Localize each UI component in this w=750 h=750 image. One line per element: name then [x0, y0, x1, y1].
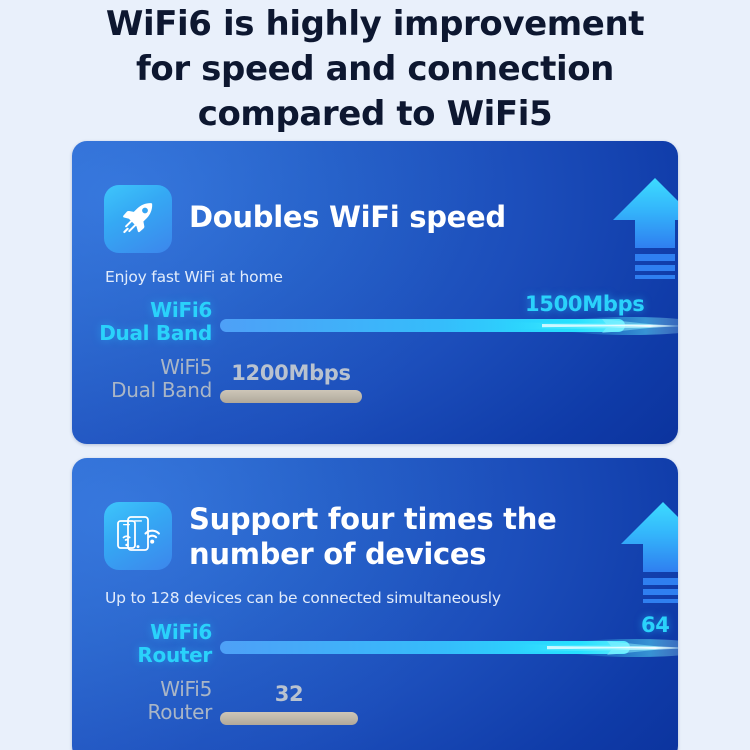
bar-label-wifi6-line1: WiFi6: [150, 298, 212, 322]
headline-line-3: compared to WiFi5: [197, 94, 553, 134]
arrow-value-speed: 1500Mbps: [525, 292, 645, 316]
rocket-icon: [123, 203, 153, 234]
headline-line-1: WiFi6 is highly improvement: [105, 4, 645, 44]
arrow-value-devices: 64: [641, 613, 670, 637]
bar-label-wifi5-line1: WiFi5: [160, 677, 212, 701]
bar-label-wifi5-line1: WiFi5: [160, 355, 212, 379]
devices-wifi-icon: [117, 516, 160, 551]
bar-wifi6-speed: [220, 319, 625, 332]
feature-card-speed[interactable]: Doubles WiFi speed Enjoy fast WiFi at ho…: [72, 141, 678, 444]
bar-value-wifi5-devices: 32: [274, 682, 304, 706]
bar-label-wifi5-devices: WiFi5 Router: [80, 677, 213, 724]
card-title-devices: Support four times the number of devices: [189, 502, 557, 571]
card-title-speed: Doubles WiFi speed: [189, 200, 506, 234]
feature-card-list: Doubles WiFi speed Enjoy fast WiFi at ho…: [72, 141, 678, 750]
bar-label-wifi5-speed: WiFi5 Dual Band: [80, 356, 212, 402]
devices-wifi-icon-tile: [104, 502, 172, 570]
bar-label-wifi6-devices: WiFi6 Router: [80, 621, 212, 667]
up-arrow-graphic-devices: [617, 500, 678, 606]
card-subtitle-devices: Up to 128 devices can be connected simul…: [105, 589, 501, 607]
up-arrow-graphic-speed: [609, 176, 678, 282]
headline-line-2: for speed and connection: [136, 49, 614, 89]
bar-label-wifi6-line1: WiFi6: [150, 620, 212, 644]
bar-label-wifi5-line2: Dual Band: [111, 378, 212, 402]
up-arrow-icon: [621, 502, 678, 603]
bar-value-wifi5-speed: 1200Mbps: [231, 361, 351, 385]
up-arrow-icon: [613, 178, 678, 279]
card-subtitle-speed: Enjoy fast WiFi at home: [105, 268, 283, 286]
bar-label-wifi5-line2: Router: [147, 700, 213, 724]
bar-wifi5-speed: [220, 390, 362, 403]
bar-wifi6-devices: [220, 641, 630, 654]
bar-label-wifi6-line2: Router: [137, 643, 212, 667]
feature-card-devices[interactable]: Support four times the number of devices…: [72, 458, 678, 750]
rocket-icon-tile: [104, 185, 172, 253]
bar-label-wifi6-speed: WiFi6 Dual Band: [80, 299, 212, 345]
bar-label-wifi6-line2: Dual Band: [99, 321, 212, 345]
bar-wifi5-devices: [220, 712, 358, 725]
page-title: WiFi6 is highly improvement for speed an…: [0, 0, 750, 137]
